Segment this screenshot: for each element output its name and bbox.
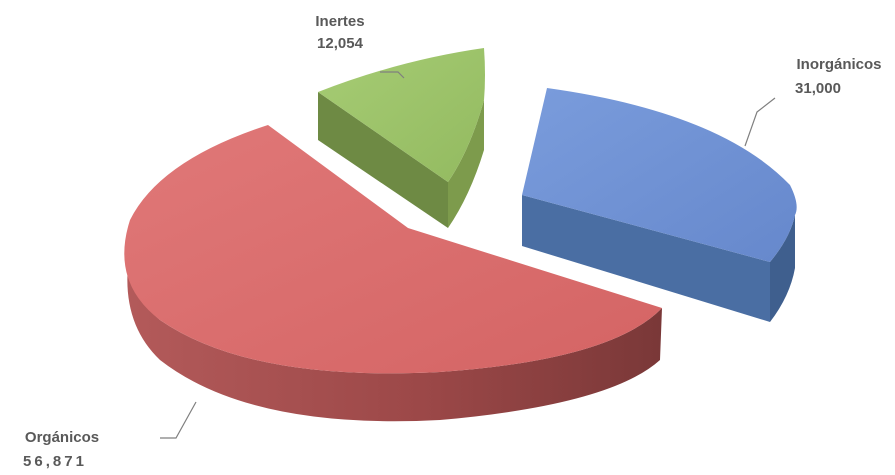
leader-line-inertes: [380, 71, 405, 79]
pie-slice-organicos: [124, 125, 663, 422]
leader-line-inorganicos: [744, 97, 776, 147]
label-organicos: Orgánicos: [25, 429, 99, 446]
value-organicos: 56,871: [23, 453, 87, 470]
value-inorganicos: 31,000: [795, 80, 841, 97]
leader-line-organicos: [160, 401, 197, 439]
label-inertes: Inertes: [315, 13, 364, 30]
value-inertes: 12,054: [317, 35, 364, 52]
pie-slice-inorganicos: [522, 88, 797, 322]
label-inorganicos: Inorgánicos: [796, 56, 881, 73]
pie-slice-inertes: [318, 48, 485, 228]
